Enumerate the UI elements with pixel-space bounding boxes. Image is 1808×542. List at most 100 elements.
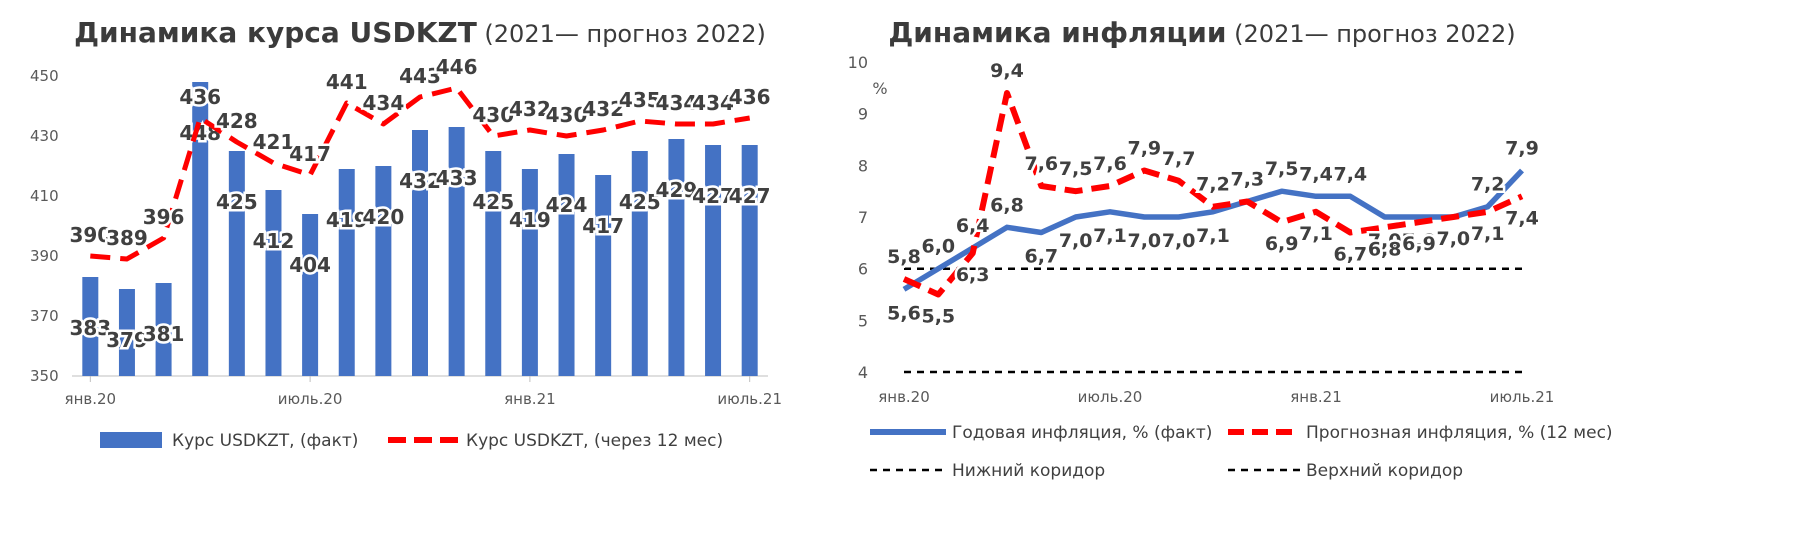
legend-label: Верхний коридор <box>1306 461 1463 481</box>
line-value-label: 434 <box>692 91 734 115</box>
bar-value-label: 424 <box>546 193 588 217</box>
line-value-label: 417 <box>289 142 331 166</box>
inflation-chart-title-main: Динамика инфляции <box>888 16 1226 49</box>
bar-value-label: 404 <box>289 253 331 277</box>
line-value-label: 446 <box>436 55 478 79</box>
line-value-label: 434 <box>362 91 404 115</box>
actual-value-label: 7,4 <box>1299 163 1333 185</box>
forecast-value-label: 7,6 <box>1093 153 1127 175</box>
forecast-value-label: 7,7 <box>1162 148 1196 170</box>
y-tick-label: 450 <box>30 67 59 85</box>
y-tick-label: 370 <box>30 307 59 325</box>
inflation-chart-subtitle: (2021— прогноз 2022) <box>1227 20 1516 48</box>
forecast-value-label: 7,1 <box>1299 223 1333 245</box>
bar-value-label: 425 <box>472 190 514 214</box>
usdkzt-chart-subtitle: (2021— прогноз 2022) <box>477 20 766 48</box>
usdkzt-chart-title-main: Динамика курса USDKZT <box>74 16 477 49</box>
y-tick-label: 5 <box>858 311 868 330</box>
series-line-forecast <box>902 90 1524 298</box>
bar-value-label: 433 <box>436 166 478 190</box>
bar-value-label: 412 <box>253 229 295 253</box>
bar <box>82 277 99 376</box>
bar-value-label: 381 <box>143 322 185 346</box>
x-tick-label: июль.20 <box>1078 388 1143 406</box>
inflation-chart-title: Динамика инфляции (2021— прогноз 2022) <box>888 16 1515 49</box>
y-tick-label: 350 <box>30 367 59 385</box>
line-value-label: 430 <box>546 103 588 127</box>
legend-swatch-bar <box>100 432 162 448</box>
bar-value-label: 417 <box>582 214 624 238</box>
forecast-value-label: 6,8 <box>1368 238 1402 260</box>
bar-value-label: 419 <box>509 208 551 232</box>
forecast-value-label: 7,1 <box>1471 223 1505 245</box>
bar-value-label: 429 <box>656 178 698 202</box>
actual-value-label: 7,0 <box>1127 230 1161 252</box>
bar-value-label: 432 <box>399 169 441 193</box>
y-tick-label: 4 <box>858 363 868 382</box>
legend-label: Прогнозная инфляция, % (12 мес) <box>1306 423 1613 443</box>
bar <box>631 151 648 376</box>
line-value-label: 441 <box>326 70 368 94</box>
actual-value-label: 7,0 <box>1059 230 1093 252</box>
forecast-value-label: 6,7 <box>1333 244 1367 266</box>
bar <box>375 166 392 376</box>
line-value-label: 432 <box>582 97 624 121</box>
bar <box>155 283 172 376</box>
bar <box>265 190 282 376</box>
y-tick-label: 390 <box>30 247 59 265</box>
bar-value-label: 420 <box>362 205 404 229</box>
y-tick-label: 430 <box>30 127 59 145</box>
bar-value-label: 425 <box>619 190 661 214</box>
bar <box>228 151 245 376</box>
actual-value-label: 7,9 <box>1505 138 1539 160</box>
line-value-label: 443 <box>399 64 441 88</box>
forecast-value-label: 7,6 <box>1024 153 1058 175</box>
forecast-value-label: 7,4 <box>1505 207 1539 229</box>
actual-value-label: 7,3 <box>1230 169 1264 191</box>
bar <box>412 130 428 376</box>
line-value-label: 434 <box>656 91 698 115</box>
forecast-value-label: 5,8 <box>887 246 921 268</box>
bar-value-label: 379 <box>106 328 148 352</box>
line-value-label: 432 <box>509 97 551 121</box>
bar <box>118 289 135 376</box>
actual-value-label: 6,7 <box>1024 246 1058 268</box>
bar-value-label: 427 <box>729 184 771 208</box>
line-value-label: 389 <box>106 226 148 250</box>
usdkzt-chart: Динамика курса USDKZT (2021— прогноз 202… <box>30 16 782 451</box>
x-tick-label: июль.21 <box>1490 388 1555 406</box>
bar <box>558 154 575 376</box>
line-value-label: 430 <box>472 103 514 127</box>
actual-value-label: 7,0 <box>1368 230 1402 252</box>
forecast-value-label: 7,9 <box>1127 138 1161 160</box>
bar <box>338 169 355 376</box>
bar-value-label: 425 <box>216 190 258 214</box>
forecast-value-label: 6,9 <box>1265 233 1299 255</box>
y-tick-label: 6 <box>858 260 868 279</box>
bar-value-label: 427 <box>692 184 734 208</box>
y-tick-label: 7 <box>858 208 868 227</box>
bar <box>302 214 319 376</box>
bar <box>485 151 502 376</box>
actual-value-label: 7,1 <box>1196 225 1230 247</box>
legend-label: Курс USDKZT, (через 12 мес) <box>466 431 723 451</box>
line-value-label: 436 <box>729 85 771 109</box>
series-line-actual <box>902 168 1524 292</box>
bar <box>448 127 465 376</box>
x-tick-label: янв.20 <box>65 390 117 408</box>
bar <box>668 139 685 376</box>
forecast-value-label: 6,3 <box>956 264 990 286</box>
line-value-label: 421 <box>253 130 295 154</box>
forecast-value-label: 5,5 <box>921 306 955 328</box>
bar <box>741 145 758 376</box>
bar-value-label: 419 <box>326 208 368 232</box>
inflation-chart: Динамика инфляции (2021— прогноз 2022) 10… <box>848 16 1613 481</box>
forecast-value-label: 7,0 <box>1436 228 1470 250</box>
x-tick-label: июль.20 <box>278 390 343 408</box>
x-tick-label: янв.21 <box>504 390 556 408</box>
actual-value-label: 6,4 <box>956 215 990 237</box>
bar <box>192 82 209 376</box>
legend-label: Нижний коридор <box>952 461 1105 481</box>
y-tick-label: 8 <box>858 156 868 175</box>
bar <box>705 145 722 376</box>
